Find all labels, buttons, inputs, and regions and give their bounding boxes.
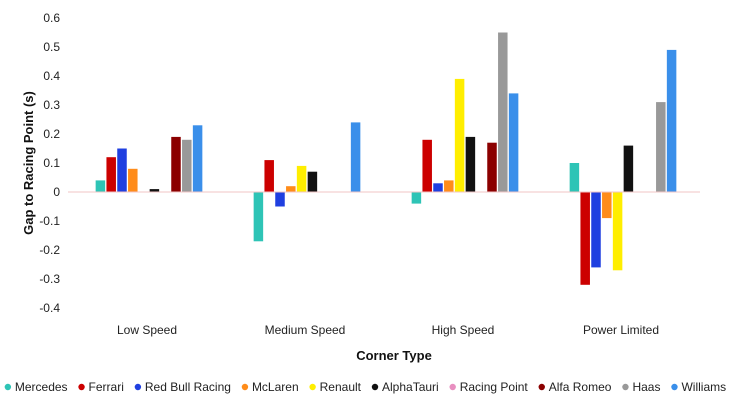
y-axis-ticks: -0.4 -0.3 -0.2 -0.1 0 0.1 0.2 0.3 0.4 0.5 0.6 (39, 11, 60, 315)
legend-item: Alfa Romeo (538, 380, 612, 394)
y-tick-label: 0.3 (43, 98, 60, 112)
legend-label: Haas (632, 380, 660, 394)
legend-item: Williams (671, 380, 726, 394)
bar-alfa-romeo-high-speed (487, 142, 497, 192)
bar-ferrari-high-speed (422, 139, 432, 192)
y-tick-label: -0.1 (39, 214, 60, 228)
legend-item: Mercedes (4, 380, 68, 394)
legend-label: McLaren (252, 380, 299, 394)
category-labels: Low Speed Medium Speed High Speed Power Lim… (117, 323, 659, 337)
y-tick-label: 0.4 (43, 69, 60, 83)
bar-mercedes-medium-speed (253, 192, 264, 242)
legend-item: McLaren (241, 380, 299, 394)
legend-item: Haas (622, 380, 660, 394)
bar-alphatauri-medium-speed (307, 171, 318, 192)
bar-haas-high-speed (498, 32, 508, 192)
bar-red-bull-racing-low-speed (117, 148, 127, 192)
bar-ferrari-medium-speed (264, 160, 274, 192)
y-tick-label: 0.5 (43, 40, 60, 54)
legend-label: Red Bull Racing (145, 380, 231, 394)
bar-williams-high-speed (508, 93, 519, 192)
x-axis-title: Corner Type (356, 348, 432, 363)
legend-label: Racing Point (460, 380, 529, 394)
bar-mercedes-power-limited (569, 163, 580, 192)
legend-item: Red Bull Racing (134, 380, 231, 394)
legend-label: Alfa Romeo (549, 380, 612, 394)
bar-red-bull-racing-high-speed (433, 183, 443, 192)
legend-item: Ferrari (78, 380, 124, 394)
legend-marker-mercedes (4, 383, 12, 391)
legend-label: Renault (320, 380, 362, 394)
legend-item: Racing Point (449, 380, 529, 394)
legend-label: Williams (681, 380, 726, 394)
bar-mclaren-high-speed (444, 180, 454, 192)
y-tick-label: -0.3 (39, 272, 60, 286)
bar-ferrari-low-speed (106, 157, 116, 192)
legend-marker-ferrari (78, 383, 85, 391)
category-label: High Speed (432, 323, 495, 337)
bar-renault-medium-speed (296, 165, 307, 192)
legend-label: AlphaTauri (382, 380, 439, 394)
bar-alphatauri-high-speed (465, 136, 476, 192)
bar-williams-medium-speed (350, 122, 361, 192)
bar-williams-power-limited (666, 49, 677, 193)
bar-mclaren-medium-speed (286, 186, 296, 192)
legend-label: Mercedes (15, 380, 68, 394)
legend-marker-alfa-romeo (538, 383, 545, 391)
legend-marker-red-bull-racing (134, 383, 142, 391)
bar-mercedes-high-speed (411, 192, 422, 204)
legend-marker-mclaren (241, 383, 249, 391)
bar-alfa-romeo-low-speed (171, 136, 181, 192)
category-label: Power Limited (583, 323, 659, 337)
category-label: Medium Speed (265, 323, 346, 337)
bars (95, 32, 677, 285)
y-tick-label: 0.2 (43, 127, 60, 141)
bar-haas-low-speed (182, 139, 192, 192)
bar-red-bull-racing-medium-speed (275, 192, 285, 207)
bar-mclaren-power-limited (602, 192, 612, 219)
bar-red-bull-racing-power-limited (591, 192, 601, 268)
y-tick-label: -0.4 (39, 301, 60, 315)
legend-label: Ferrari (89, 380, 124, 394)
legend-item: Renault (309, 380, 362, 394)
category-label: Low Speed (117, 323, 177, 337)
y-tick-label: 0.6 (43, 11, 60, 25)
legend-marker-haas (622, 383, 629, 391)
bar-haas-power-limited (656, 102, 666, 192)
y-axis-title: Gap to Racing Point (s) (21, 91, 36, 235)
legend-marker-alphatauri (371, 383, 379, 391)
bar-ferrari-power-limited (580, 192, 590, 285)
bar-alphatauri-low-speed (149, 189, 160, 192)
legend-marker-racing-point (449, 383, 456, 391)
legend-item: AlphaTauri (371, 380, 439, 394)
y-tick-label: 0 (53, 185, 60, 199)
bar-renault-high-speed (454, 78, 465, 192)
bar-alphatauri-power-limited (623, 145, 634, 192)
legend-marker-renault (309, 383, 316, 391)
y-tick-label: -0.2 (39, 243, 60, 257)
legend: Mercedes Ferrari Red Bull Racing McLaren Ren… (4, 380, 726, 394)
bar-mercedes-low-speed (95, 180, 106, 192)
bar-renault-power-limited (612, 192, 623, 271)
legend-marker-williams (671, 383, 678, 391)
bar-williams-low-speed (192, 125, 203, 192)
y-tick-label: 0.1 (43, 156, 60, 170)
bar-mclaren-low-speed (128, 168, 138, 192)
